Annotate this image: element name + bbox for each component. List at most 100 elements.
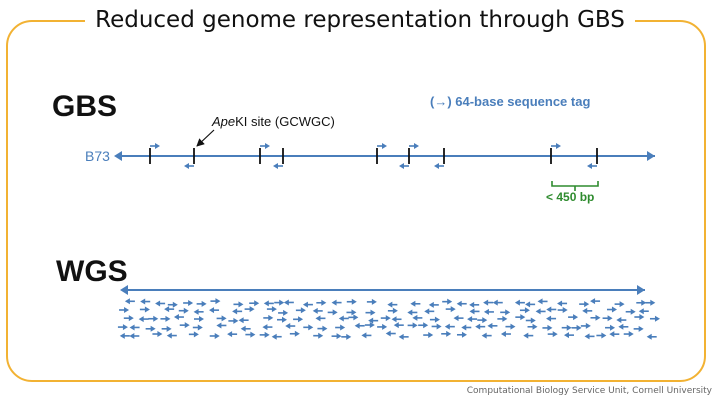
sequence-tag-arrow bbox=[273, 163, 283, 169]
wgs-read-arrow bbox=[519, 307, 530, 314]
wgs-read-arrow bbox=[525, 317, 536, 324]
wgs-read-arrow bbox=[423, 332, 434, 339]
wgs-read-arrow bbox=[535, 308, 546, 315]
wgs-read-arrow bbox=[500, 309, 511, 316]
wgs-right-arrowhead bbox=[637, 285, 645, 295]
wgs-read-arrow bbox=[216, 315, 227, 322]
wgs-read-arrow bbox=[456, 300, 467, 307]
wgs-read-arrow bbox=[216, 322, 227, 329]
wgs-read-arrow bbox=[192, 324, 203, 331]
wgs-read-arrow bbox=[263, 314, 274, 321]
wgs-read-arrow bbox=[582, 307, 593, 314]
wgs-read-arrow bbox=[453, 315, 464, 322]
wgs-read-arrow bbox=[160, 315, 171, 322]
fragment-size-label: < 450 bp bbox=[546, 190, 594, 204]
wgs-read-arrow bbox=[364, 322, 375, 329]
sequence-tag-arrow bbox=[184, 163, 194, 169]
wgs-read-arrow bbox=[467, 316, 478, 323]
wgs-read-arrow bbox=[590, 314, 601, 321]
wgs-read-arrow bbox=[249, 300, 260, 307]
wgs-read-arrow bbox=[596, 332, 607, 339]
wgs-read-arrow bbox=[209, 307, 220, 314]
wgs-read-arrow bbox=[579, 301, 590, 308]
wgs-read-arrow bbox=[633, 325, 644, 332]
wgs-read-arrow bbox=[602, 315, 613, 322]
wgs-read-arrow bbox=[387, 301, 398, 308]
wgs-read-arrow bbox=[129, 324, 140, 331]
apeki-site-label: ApeKI site (GCWGC) bbox=[211, 114, 335, 129]
wgs-read-arrow bbox=[638, 308, 649, 315]
wgs-read-arrow bbox=[348, 314, 359, 321]
wgs-read-arrow bbox=[412, 314, 423, 321]
wgs-read-arrow bbox=[227, 331, 238, 338]
wgs-read-arrow bbox=[263, 300, 274, 307]
wgs-read-arrow bbox=[424, 308, 435, 315]
wgs-read-arrow bbox=[293, 316, 304, 323]
wgs-read-arrow bbox=[475, 323, 486, 330]
wgs-read-arrow bbox=[312, 307, 323, 314]
wgs-read-arrow bbox=[123, 315, 134, 322]
sequence-tag-arrow bbox=[551, 143, 561, 149]
wgs-read-arrow bbox=[557, 307, 568, 314]
wgs-read-arrow bbox=[410, 300, 421, 307]
wgs-read-arrow bbox=[313, 332, 324, 339]
wgs-read-arrow bbox=[481, 332, 492, 339]
wgs-read-arrow bbox=[568, 314, 579, 321]
wgs-read-arrow bbox=[500, 331, 511, 338]
wgs-read-arrow bbox=[571, 324, 582, 331]
wgs-read-arrow bbox=[354, 322, 365, 329]
wgs-read-arrow bbox=[537, 298, 548, 305]
wgs-read-arrow bbox=[232, 308, 243, 315]
wgs-read-arrow bbox=[418, 322, 429, 329]
wgs-read-arrow bbox=[441, 330, 452, 337]
wgs-read-arrow bbox=[606, 306, 617, 313]
wgs-read-arrow bbox=[497, 315, 508, 322]
wgs-read-arrow bbox=[303, 324, 314, 331]
wgs-read-arrow bbox=[428, 301, 439, 308]
sequence-tag-arrow bbox=[434, 163, 444, 169]
wgs-read-arrow bbox=[527, 323, 538, 330]
wgs-read-arrow bbox=[274, 299, 285, 306]
wgs-read-arrow bbox=[445, 306, 456, 313]
apeki-pointer-arrow bbox=[196, 129, 215, 147]
wgs-read-arrow bbox=[188, 331, 199, 338]
wgs-read-arrow bbox=[161, 325, 172, 332]
wgs-read-arrow bbox=[377, 323, 388, 330]
gbs-cut-sites bbox=[149, 148, 598, 164]
wgs-read-arrow bbox=[148, 315, 159, 322]
wgs-left-arrowhead bbox=[120, 285, 128, 295]
wgs-read-arrow bbox=[228, 317, 239, 324]
wgs-read-arrow bbox=[385, 330, 396, 337]
wgs-read-arrow bbox=[240, 325, 251, 332]
wgs-read-arrow bbox=[259, 331, 270, 338]
b73-right-arrowhead bbox=[647, 151, 655, 161]
wgs-read-arrow bbox=[262, 324, 273, 331]
wgs-read-arrow bbox=[138, 316, 149, 323]
wgs-read-arrow bbox=[164, 306, 175, 313]
wgs-read-arrow bbox=[368, 317, 379, 324]
sequence-tag-arrow bbox=[587, 163, 597, 169]
wgs-read-arrow bbox=[557, 300, 568, 307]
wgs-read-arrow bbox=[346, 309, 357, 316]
wgs-read-arrow bbox=[233, 301, 244, 308]
wgs-read-arrow bbox=[124, 298, 135, 305]
wgs-read-arrow bbox=[302, 301, 313, 308]
wgs-read-arrow bbox=[266, 306, 277, 313]
wgs-read-arrow bbox=[244, 306, 255, 313]
wgs-read-arrow bbox=[616, 317, 627, 324]
wgs-read-arrow bbox=[327, 309, 338, 316]
wgs-read-arrow bbox=[431, 323, 442, 330]
wgs-read-arrow bbox=[155, 300, 166, 307]
wgs-read-arrow bbox=[183, 299, 194, 306]
wgs-read-arrow bbox=[119, 306, 130, 313]
wgs-read-arrow bbox=[209, 332, 220, 339]
wgs-read-arrow bbox=[295, 307, 306, 314]
b73-left-arrowhead bbox=[114, 151, 122, 161]
sequence-tag-arrow bbox=[150, 143, 160, 149]
wgs-read-arrow bbox=[614, 301, 625, 308]
wgs-read-arrow bbox=[315, 315, 326, 322]
wgs-read-arrow bbox=[129, 332, 140, 339]
wgs-read-arrow bbox=[365, 309, 376, 316]
wgs-read-arrow bbox=[623, 331, 634, 338]
wgs-read-arrow bbox=[469, 301, 480, 308]
